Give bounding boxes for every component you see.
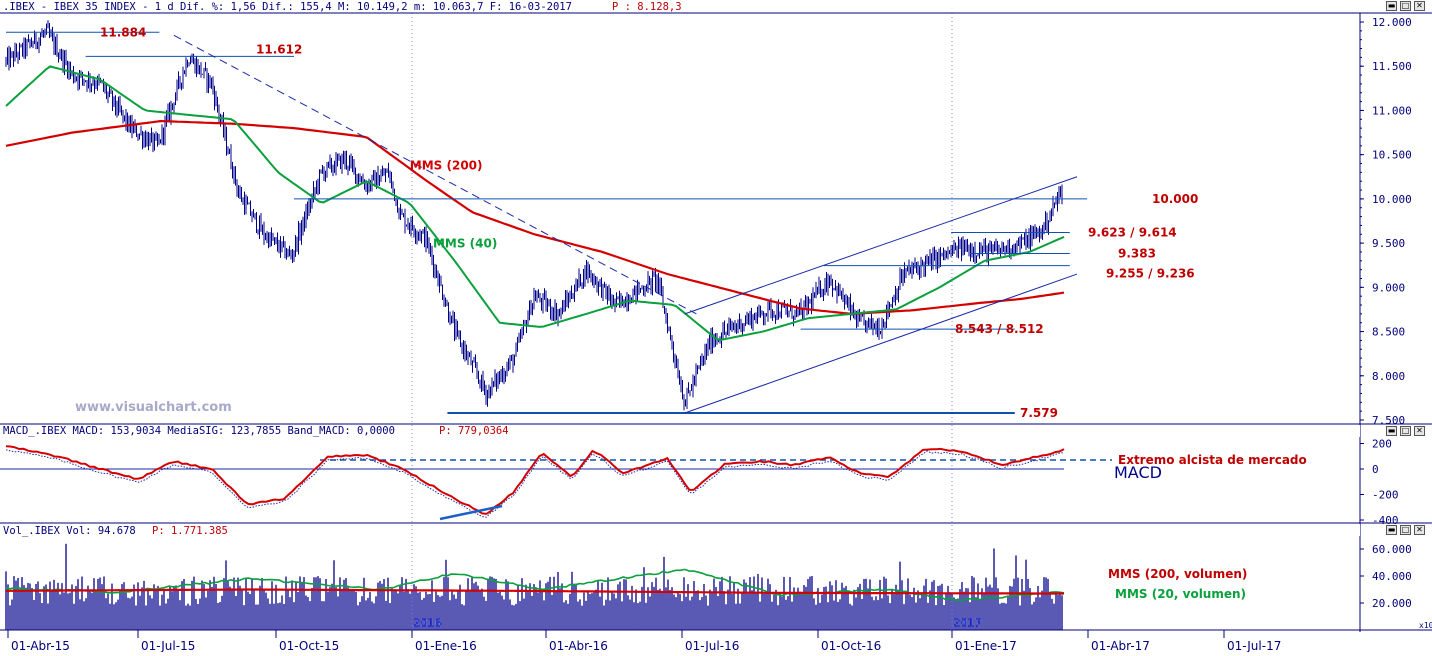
y-tick-label: 40.000 — [1372, 570, 1412, 583]
y-tick-label: 10.000 — [1372, 193, 1412, 206]
macd-line — [5, 445, 1065, 515]
trendline — [684, 273, 1078, 414]
price-bars — [5, 20, 1063, 411]
watermark: www.visualchart.com — [75, 400, 232, 415]
header-strip — [0, 0, 1432, 13]
vol-header-bg — [0, 524, 1360, 536]
vol-mms200-label: MMS (200, volumen) — [1108, 567, 1247, 581]
close-icon[interactable]: ✕ — [1414, 426, 1425, 436]
macd-header-bg — [0, 425, 1360, 437]
y-tick-label: 0 — [1372, 463, 1379, 476]
x-tick-label: 01-Ene-16 — [415, 639, 477, 652]
maximize-icon[interactable]: □ — [1400, 525, 1411, 535]
close-icon[interactable]: ✕ — [1414, 525, 1425, 535]
y-tick-label: 200 — [1372, 438, 1392, 451]
level-label: 8.543 / 8.512 — [955, 322, 1044, 336]
y-tick-label: 11.500 — [1372, 60, 1412, 73]
vol-mms200-line — [5, 588, 1064, 595]
close-icon[interactable]: ✕ — [1414, 1, 1425, 11]
y-tick-label: 60.000 — [1372, 543, 1412, 556]
y-tick-label: 10.500 — [1372, 149, 1412, 162]
minimize-icon[interactable]: ▬ — [1386, 1, 1397, 11]
maximize-icon[interactable]: □ — [1400, 1, 1411, 11]
y-tick-label: 9.000 — [1372, 281, 1405, 294]
trendline — [684, 176, 1078, 315]
y-tick-label: -400 — [1372, 514, 1399, 527]
level-label: 7.579 — [1020, 406, 1058, 420]
macd-extreme-label: Extremo alcista de mercado — [1118, 453, 1307, 467]
minimize-icon[interactable]: ▬ — [1386, 426, 1397, 436]
y-tick-label: 8.000 — [1372, 370, 1405, 383]
y-tick-label: 12.000 — [1372, 16, 1412, 29]
y-tick-label: 7.500 — [1372, 414, 1405, 427]
mms200-line — [5, 119, 1065, 315]
x-tick-label: 01-Jul-15 — [141, 639, 195, 652]
level-label: 9.255 / 9.236 — [1106, 267, 1195, 281]
vol-mms20-label: MMS (20, volumen) — [1115, 587, 1246, 601]
x-tick-label: 01-Abr-15 — [11, 639, 70, 652]
series-label: MMS (200) — [410, 159, 483, 173]
series-label: MMS (40) — [433, 237, 497, 251]
y-tick-label: 11.000 — [1372, 104, 1412, 117]
y-tick-label: 20.000 — [1372, 597, 1412, 610]
x-tick-label: 01-Abr-16 — [549, 639, 608, 652]
level-label: 10.000 — [1152, 192, 1198, 206]
macd-title: MACD — [1114, 463, 1162, 482]
y-tick-label: 9.500 — [1372, 237, 1405, 250]
level-label: 11.884 — [100, 25, 146, 39]
maximize-icon[interactable]: □ — [1400, 426, 1411, 436]
minimize-icon[interactable]: ▬ — [1386, 525, 1397, 535]
year-marker: 2017 — [953, 616, 982, 630]
macd-p: P: 779,0364 — [439, 425, 509, 437]
y-tick-label: 8.500 — [1372, 326, 1405, 339]
vol-mms20-line — [5, 568, 1065, 602]
mms40-line — [5, 65, 1065, 342]
macd-signal-line — [5, 449, 1065, 518]
x10-label: x10 — [1419, 621, 1432, 630]
macd-header: MACD_.IBEX MACD: 153,9034 MediaSIG: 123,… — [3, 425, 395, 437]
x-tick-label: 01-Oct-15 — [279, 639, 339, 652]
price-p: P : 8.128,3 — [612, 1, 682, 13]
x-tick-label: 01-Jul-17 — [1227, 639, 1281, 652]
macd-divergence-line — [439, 504, 503, 521]
level-label: 9.623 / 9.614 — [1088, 225, 1177, 239]
y-tick-label: -200 — [1372, 489, 1399, 502]
trendline — [173, 34, 697, 315]
vol-header: Vol_.IBEX Vol: 94.678 — [3, 525, 136, 537]
volume-bars — [5, 543, 1063, 630]
level-label: 11.612 — [256, 42, 302, 56]
level-label: 9.383 — [1118, 246, 1156, 260]
year-marker: 2016 — [413, 616, 442, 630]
price-info: .IBEX - IBEX 35 INDEX - 1 d Dif. %: 1,56… — [3, 1, 572, 13]
x-tick-label: 01-Abr-17 — [1091, 639, 1150, 652]
x-tick-label: 01-Ene-17 — [955, 639, 1017, 652]
x-tick-label: 01-Jul-16 — [685, 639, 739, 652]
x-tick-label: 01-Oct-16 — [821, 639, 881, 652]
vol-p: P: 1.771.385 — [152, 525, 228, 537]
